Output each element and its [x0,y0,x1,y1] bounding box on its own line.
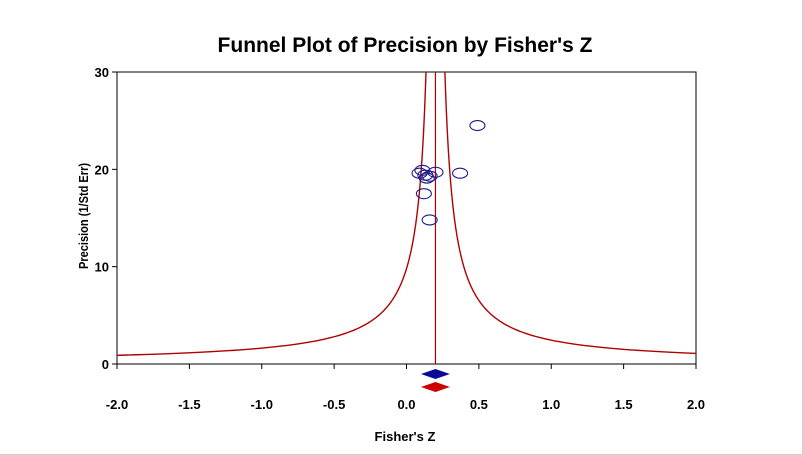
data-point [415,188,432,200]
data-point [469,119,486,132]
x-tick-label: -1.0 [251,397,273,412]
x-tick-label: -1.5 [178,397,200,412]
x-tick-label: -0.5 [323,397,345,412]
x-tick-label: 1.5 [615,397,633,412]
data-point [452,167,469,179]
funnel-left-curve [117,72,427,357]
y-tick-label: 20 [95,162,109,177]
x-tick-label: 1.0 [542,397,560,412]
data-point [418,172,435,184]
x-axis-title: Fisher's Z [375,429,436,444]
y-tick-label: 10 [95,260,109,275]
funnel-right-curve [444,72,696,355]
x-tick-label: 2.0 [687,397,705,412]
chart-title: Funnel Plot of Precision by Fisher's Z [218,34,593,57]
x-tick-label: -2.0 [106,397,128,412]
plot-area: -2.0 -1.5 -1.0 -0.5 0.0 0.5 1.0 1.5 2.0 0 10 20 30 [95,65,706,412]
y-axis-title: Precision (1/Std Err) [76,163,91,269]
x-tick-label: 0.5 [470,397,488,412]
data-point [421,214,438,226]
y-tick-label: 0 [102,357,109,372]
summary-diamond-blue [420,369,450,379]
summary-diamond-red [420,382,450,392]
x-tick-label: 0.0 [397,397,415,412]
data-point [427,166,444,178]
y-tick-label: 30 [95,65,109,80]
data-point [421,170,438,182]
plot-border [116,71,697,365]
